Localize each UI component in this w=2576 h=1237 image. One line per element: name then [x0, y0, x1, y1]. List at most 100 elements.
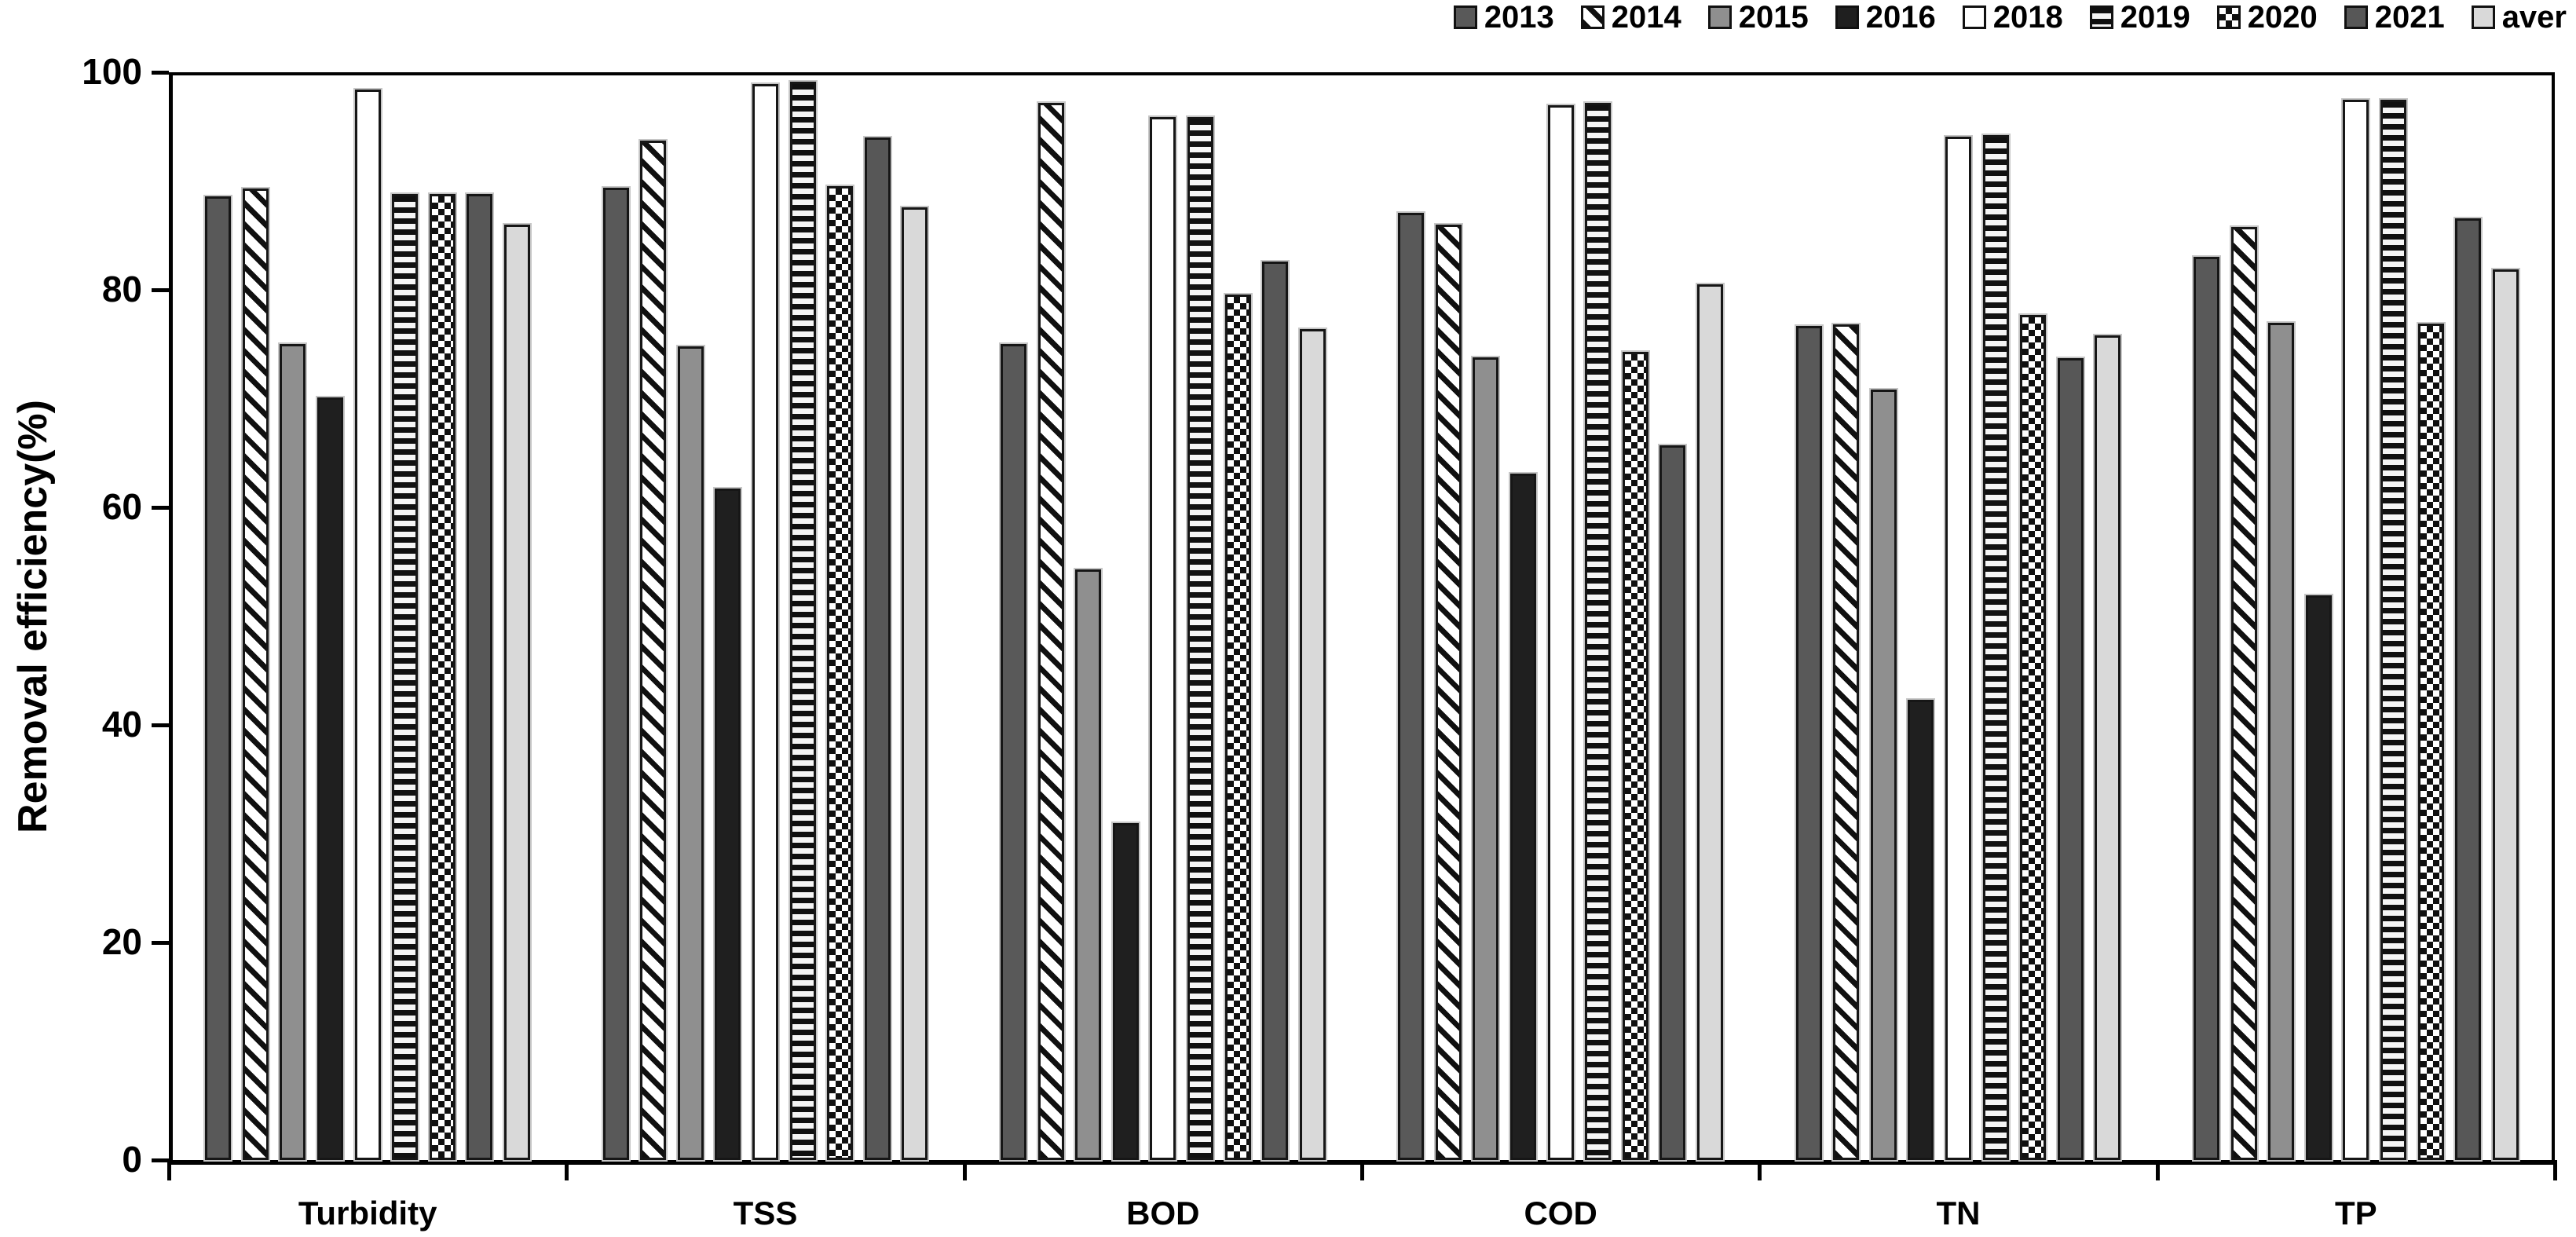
legend-swatch-icon — [1453, 5, 1477, 29]
bar-bod-2016 — [1112, 822, 1139, 1160]
bar-cod-aver — [1697, 284, 1724, 1160]
x-category-label: TN — [1936, 1195, 1981, 1232]
legend-label: 2021 — [2374, 0, 2445, 35]
legend-label: 2015 — [1738, 0, 1809, 35]
bar-bod-2018 — [1150, 116, 1176, 1160]
legend-item-2015: 2015 — [1707, 0, 1809, 35]
bar-cod-2013 — [1398, 212, 1425, 1160]
legend-item-aver: aver — [2471, 0, 2567, 35]
legend-swatch-icon — [2471, 5, 2495, 29]
bar-bod-2021 — [1262, 261, 1289, 1160]
bar-tn-2018 — [1945, 136, 1971, 1160]
x-axis-tick — [1758, 1160, 1762, 1180]
bar-tp-aver — [2492, 269, 2519, 1160]
legend-item-2021: 2021 — [2344, 2, 2445, 33]
legend-label: 2020 — [2247, 0, 2318, 35]
bar-tp-2021 — [2455, 218, 2482, 1160]
bar-tp-2020 — [2417, 323, 2444, 1160]
y-tick-label: 0 — [122, 1139, 142, 1180]
bar-tss-2016 — [715, 489, 741, 1160]
bar-cod-2016 — [1510, 474, 1537, 1160]
legend: 2013 2014 2015 2016 2018 2019 2020 2021 aver — [1453, 0, 2567, 35]
legend-swatch-icon — [2344, 5, 2368, 29]
y-axis-tick — [152, 506, 169, 510]
bar-tn-2021 — [2057, 358, 2084, 1160]
y-axis-tick — [152, 941, 169, 945]
legend-item-2016: 2016 — [1835, 2, 1936, 33]
bar-cod-2015 — [1473, 357, 1499, 1160]
bar-tp-2013 — [2193, 257, 2219, 1160]
legend-label: 2014 — [1611, 0, 1681, 35]
y-tick-label: 100 — [82, 51, 142, 92]
legend-swatch-icon — [2216, 5, 2241, 29]
bar-tp-2015 — [2268, 322, 2295, 1160]
bar-tp-2014 — [2230, 226, 2257, 1160]
bar-tss-2015 — [677, 346, 704, 1160]
legend-label: 2016 — [1865, 0, 1936, 35]
legend-item-2020: 2020 — [2216, 0, 2318, 35]
bar-cod-2018 — [1547, 104, 1574, 1160]
bar-turbidity-2016 — [317, 397, 344, 1160]
bar-turbidity-2018 — [354, 90, 381, 1160]
bar-turbidity-2019 — [392, 194, 419, 1160]
bar-cod-2019 — [1585, 102, 1612, 1160]
x-category-label: BOD — [1126, 1195, 1200, 1232]
x-axis-tick — [565, 1160, 569, 1180]
legend-swatch-icon — [1835, 5, 1859, 29]
y-axis-tick — [152, 723, 169, 727]
bar-tp-2018 — [2343, 99, 2369, 1160]
legend-label: aver — [2501, 0, 2567, 35]
bar-cod-2021 — [1659, 445, 1686, 1160]
y-tick-label: 20 — [101, 921, 142, 962]
legend-label: 2018 — [1992, 0, 2063, 35]
bar-tn-aver — [2095, 335, 2121, 1160]
y-axis-tick — [152, 1158, 169, 1162]
y-axis-tick — [152, 288, 169, 292]
x-category-label: TSS — [733, 1195, 798, 1232]
bar-bod-2019 — [1187, 116, 1213, 1160]
y-tick-label: 40 — [101, 704, 142, 745]
plot-area — [169, 72, 2555, 1165]
bar-bod-2015 — [1075, 569, 1102, 1160]
legend-item-2014: 2014 — [1580, 0, 1681, 35]
x-category-label: COD — [1524, 1195, 1597, 1232]
bar-tn-2014 — [1833, 324, 1860, 1160]
bar-tn-2019 — [1982, 135, 2009, 1160]
bar-tp-2019 — [2380, 99, 2406, 1160]
legend-item-2018: 2018 — [1962, 0, 2063, 35]
bar-bod-aver — [1299, 328, 1326, 1160]
legend-swatch-icon — [1962, 5, 1986, 29]
bar-turbidity-2014 — [242, 188, 269, 1160]
x-axis-tick — [1360, 1160, 1364, 1180]
x-category-label: TP — [2334, 1195, 2377, 1232]
bar-turbidity-2021 — [467, 194, 493, 1160]
bar-tp-2016 — [2305, 595, 2332, 1160]
legend-item-2013: 2013 — [1453, 0, 1554, 35]
y-tick-label: 80 — [101, 269, 142, 309]
bar-tn-2013 — [1795, 325, 1822, 1160]
bar-cod-2014 — [1435, 224, 1462, 1160]
bar-tn-2020 — [2020, 314, 2047, 1160]
bar-tn-2016 — [1908, 700, 1934, 1160]
bar-bod-2014 — [1037, 102, 1064, 1160]
y-axis-tick — [152, 71, 169, 75]
bar-turbidity-aver — [504, 224, 531, 1160]
bar-turbidity-2020 — [429, 194, 456, 1160]
bar-tss-2021 — [864, 137, 891, 1160]
bar-tss-2018 — [752, 84, 778, 1160]
x-axis-tick — [2553, 1160, 2557, 1180]
bar-tss-2013 — [602, 187, 629, 1160]
bar-turbidity-2013 — [205, 196, 232, 1160]
x-category-label: Turbidity — [298, 1195, 437, 1232]
legend-label: 2019 — [2120, 0, 2190, 35]
x-axis-tick — [962, 1160, 967, 1180]
bar-bod-2020 — [1224, 294, 1251, 1160]
bar-tss-2014 — [640, 141, 667, 1160]
legend-label: 2013 — [1484, 0, 1554, 35]
x-axis-tick — [2155, 1160, 2160, 1180]
x-axis-tick — [167, 1160, 171, 1180]
legend-swatch-icon — [1580, 5, 1605, 29]
bar-tss-2020 — [827, 186, 854, 1160]
legend-item-2019: 2019 — [2089, 0, 2190, 35]
